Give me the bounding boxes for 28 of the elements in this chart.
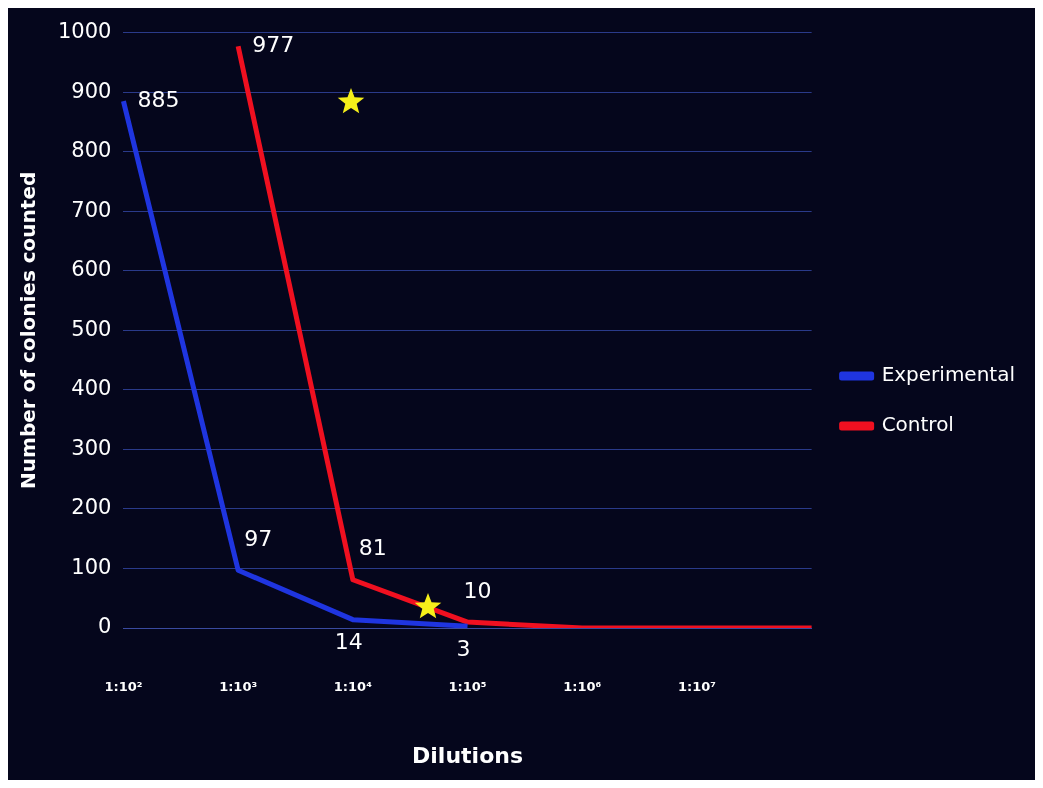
y-tick-label: 1000 <box>57 19 112 44</box>
y-tick-label: 300 <box>71 435 112 460</box>
data-label: 885 <box>137 86 180 112</box>
x-tick-label: 1:10² <box>104 679 143 695</box>
y-axis-title: Number of colonies counted <box>16 171 41 489</box>
x-tick-label: 1:10⁴ <box>333 679 373 695</box>
x-tick-label: 1:10⁷ <box>677 679 716 695</box>
y-tick-label: 100 <box>71 554 112 579</box>
y-tick-label: 600 <box>71 257 112 282</box>
y-tick-label: 0 <box>98 614 112 639</box>
y-tick-label: 500 <box>71 316 112 341</box>
data-label: 977 <box>252 32 295 58</box>
y-tick-label: 700 <box>71 197 112 222</box>
data-label: 81 <box>358 535 387 561</box>
y-tick-label: 800 <box>71 138 112 163</box>
legend-label: Experimental <box>881 362 1016 387</box>
data-label: 14 <box>334 629 363 655</box>
y-tick-label: 900 <box>71 78 112 103</box>
data-label: 10 <box>463 577 492 603</box>
legend-label: Control <box>881 412 954 437</box>
x-axis-title: Dilutions <box>412 742 524 768</box>
y-tick-label: 200 <box>71 495 112 520</box>
x-tick-label: 1:10³ <box>219 679 258 695</box>
data-label: 97 <box>244 525 273 551</box>
data-label: 3 <box>456 635 471 661</box>
y-tick-label: 400 <box>71 376 112 401</box>
x-tick-label: 1:10⁵ <box>448 679 487 695</box>
x-tick-label: 1:10⁶ <box>563 679 602 695</box>
